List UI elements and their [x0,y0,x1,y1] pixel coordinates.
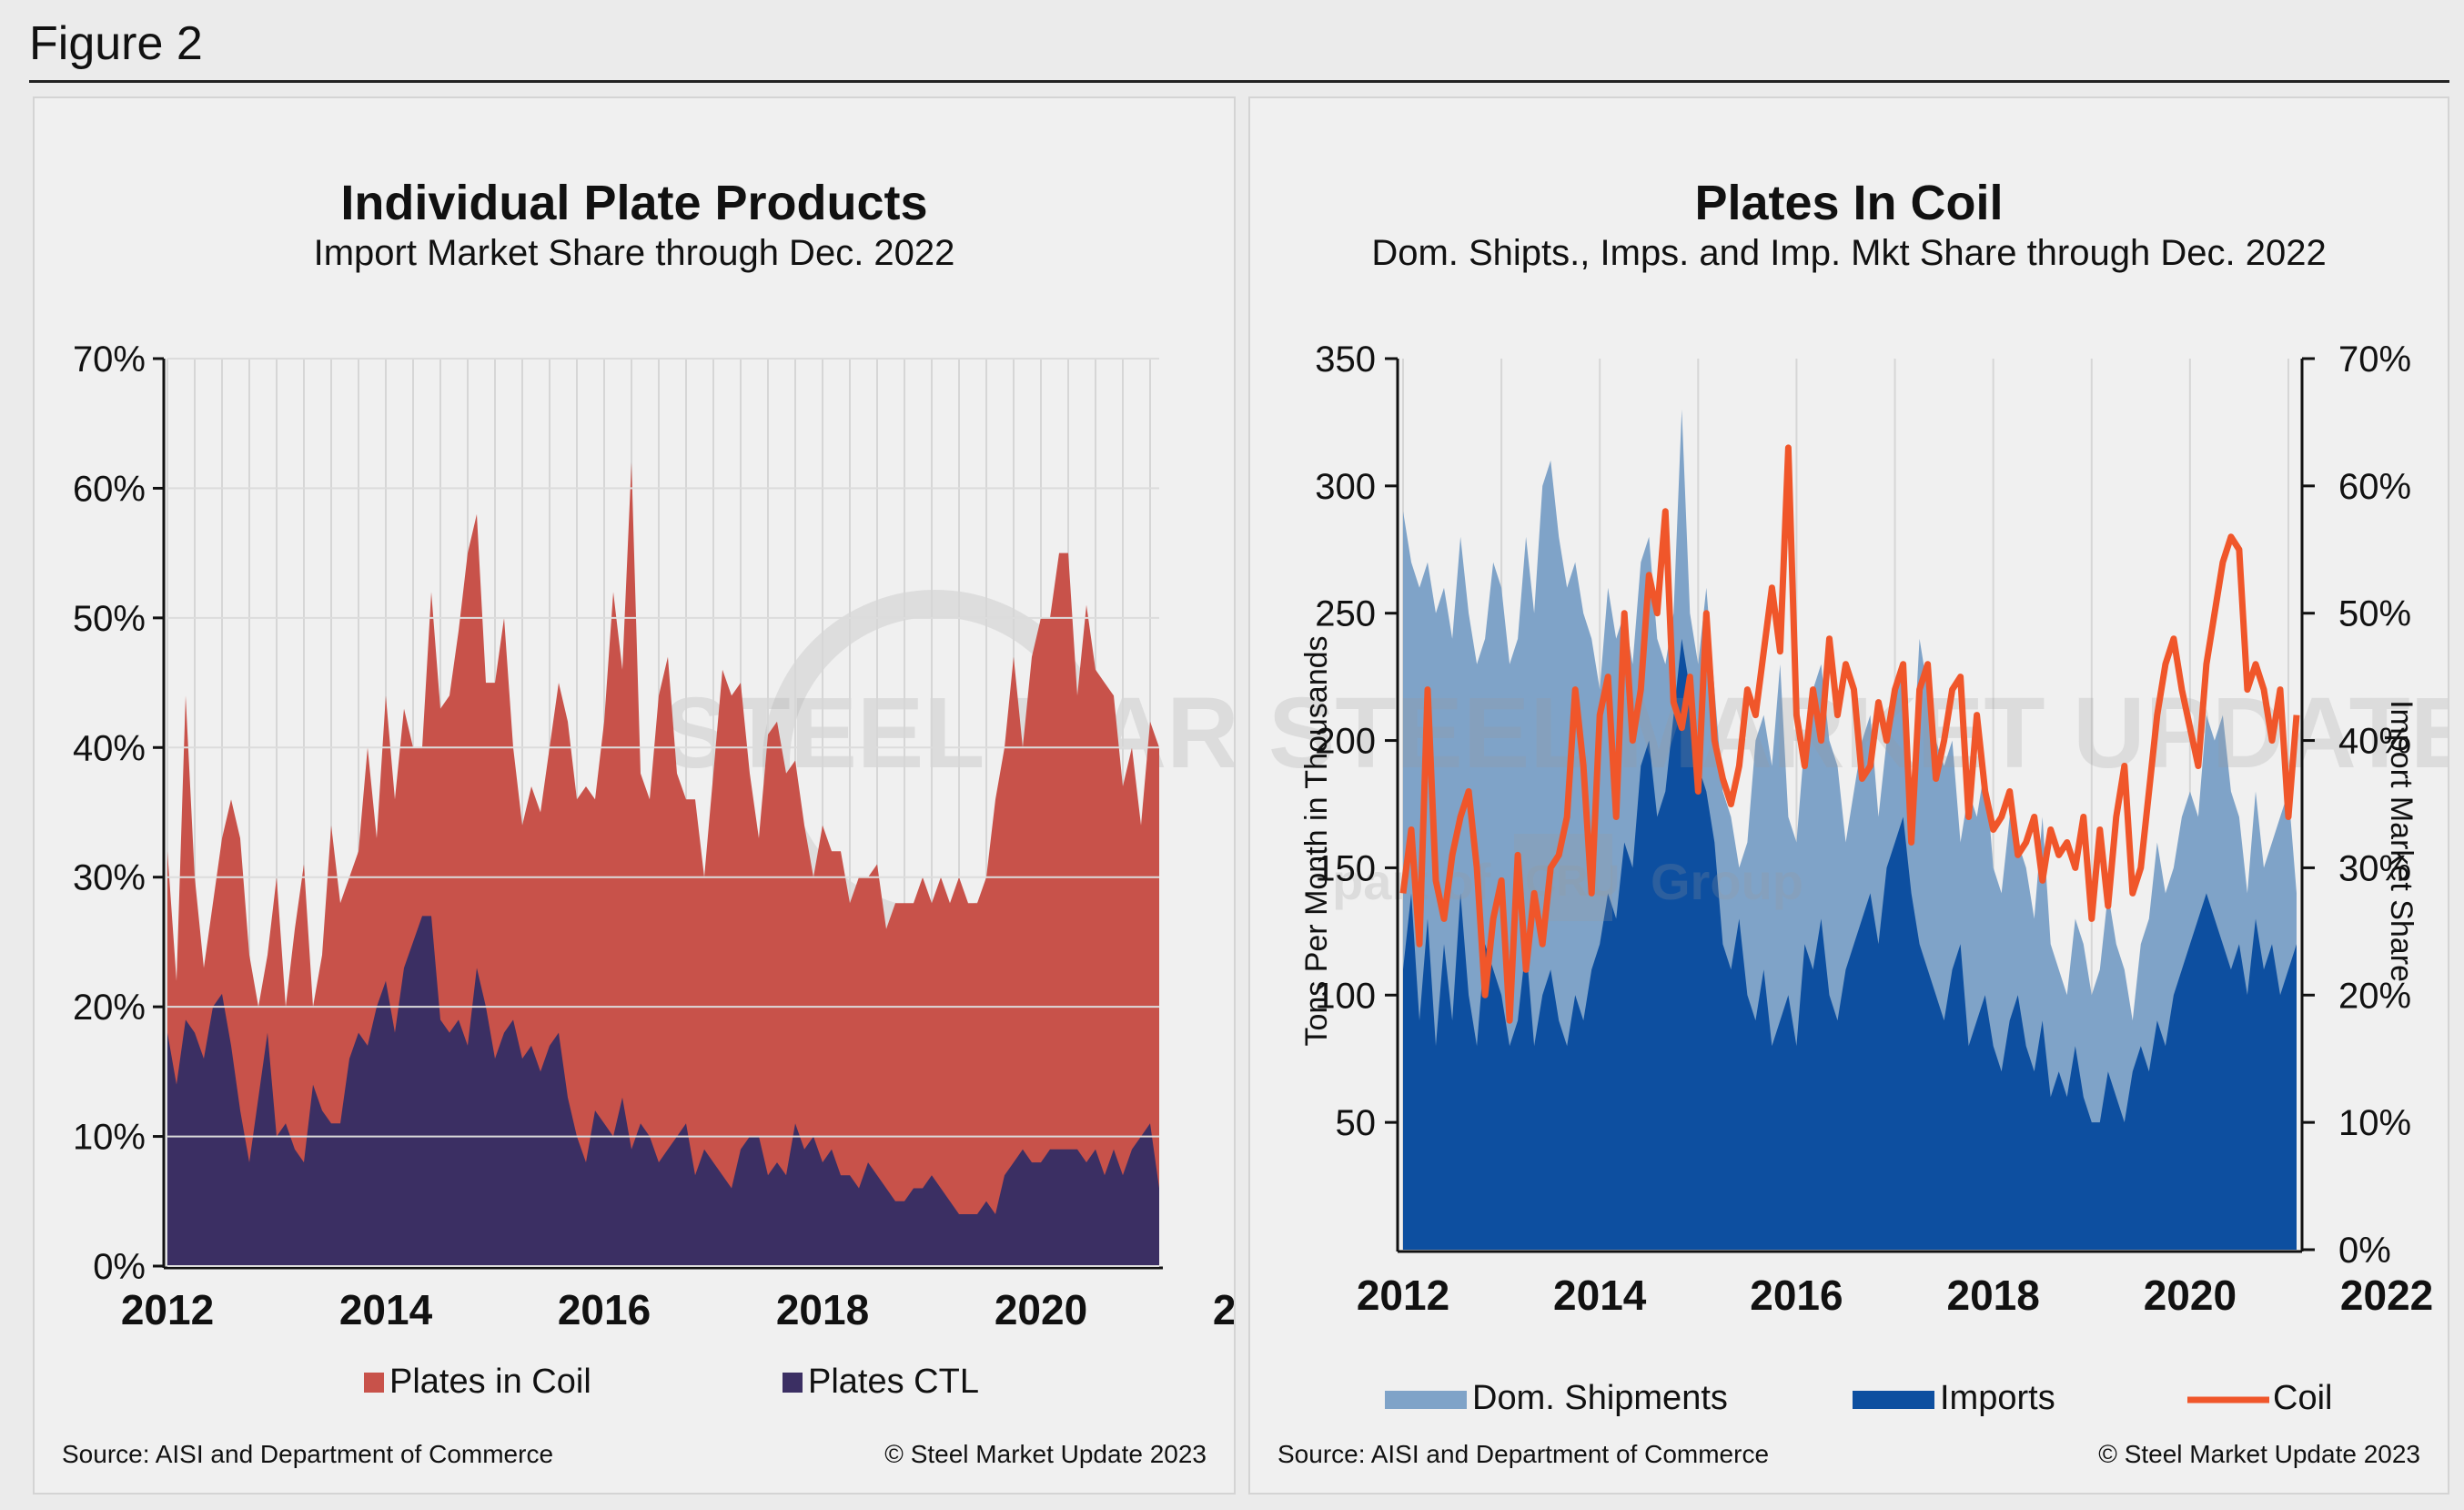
left-chart-panel: Individual Plate Products Import Market … [33,96,1236,1495]
y2-tick-label: 30% [2338,848,2411,888]
left-source-note: Source: AISI and Department of Commerce [62,1440,554,1468]
y-tick-label: 30% [73,858,146,898]
right-y-axis-label: Tons Per Month in Thousands [1299,635,1334,1046]
y2-tick-label: 10% [2338,1103,2411,1143]
watermark-group: Group [1651,853,1803,910]
y-tick-label: 350 [1315,339,1376,380]
legend-plates-in-coil: Plates in Coil [389,1363,591,1401]
figure-rule [29,80,2449,83]
legend-swatch-plates-ctl [783,1373,803,1393]
y-tick-label: 60% [73,469,146,509]
x-tick-label: 2012 [1357,1272,1449,1319]
x-tick-label: 2012 [121,1286,214,1333]
watermark-cru: CRU [1525,857,1620,906]
x-tick-label: 2014 [339,1286,433,1333]
x-tick-label: 2022 [2340,1272,2433,1319]
x-tick-label: 2018 [776,1286,869,1333]
y-tick-label: 10% [73,1118,146,1158]
right-y2-axis-label: Import Market Share [2384,700,2419,982]
left-chart-title: Individual Plate Products [340,176,928,230]
y-tick-label: 300 [1315,467,1376,507]
right-chart-panel: Plates In Coil Dom. Shipts., Imps. and I… [1248,96,2449,1495]
y-tick-label: 100 [1315,976,1376,1016]
legend-plates-ctl: Plates CTL [808,1363,979,1401]
y2-tick-label: 20% [2338,976,2411,1016]
y2-tick-label: 70% [2338,339,2411,380]
watermark-text: STEEL MARKET UPDATE [662,677,1234,789]
x-tick-label: 2014 [1553,1272,1647,1319]
y-tick-label: 40% [73,728,146,768]
left-chart-svg: STEEL MARKET UPDATE 0% 10% 20% 30% 40% 50% 60%… [73,339,1234,1401]
x-tick-label: 2016 [1750,1272,1843,1319]
x-tick-label: 2022 [1213,1286,1234,1333]
x-tick-label: 2020 [995,1286,1087,1333]
left-chart-subtitle: Import Market Share through Dec. 2022 [313,233,955,273]
y2-tick-label: 0% [2338,1231,2391,1271]
line-coil [1399,444,2300,1024]
y-tick-label: 50% [73,599,146,639]
right-copyright: © Steel Market Update 2023 [2098,1440,2420,1468]
figure-label: Figure 2 [29,17,203,70]
y-tick-label: 250 [1315,594,1376,634]
right-chart-svg: STEEL MARKET UPDATE part of CRU Group To… [1268,339,2448,1417]
legend-swatch-dom-shipments [1385,1391,1467,1409]
y2-tick-label: 40% [2338,722,2411,762]
y-tick-label: 50 [1336,1103,1377,1143]
legend-dom-shipments: Dom. Shipments [1472,1379,1728,1417]
right-source-note: Source: AISI and Department of Commerce [1277,1440,1770,1468]
y-tick-label: 150 [1315,848,1376,888]
x-tick-label: 2016 [558,1286,651,1333]
area-imports [1403,638,2297,1250]
legend-coil: Coil [2273,1379,2332,1417]
y-tick-label: 200 [1315,722,1376,762]
right-chart-subtitle: Dom. Shipts., Imps. and Imp. Mkt Share t… [1371,233,2327,273]
legend-swatch-imports [1853,1391,1934,1409]
x-tick-label: 2018 [1946,1272,2039,1319]
y-tick-label: 20% [73,988,146,1028]
left-copyright: © Steel Market Update 2023 [884,1440,1207,1468]
legend-swatch-plates-in-coil [364,1373,384,1393]
area-plates-ctl [167,916,1159,1266]
y2-tick-label: 50% [2338,594,2411,634]
y-tick-label: 70% [73,339,146,380]
y2-tick-label: 60% [2338,467,2411,507]
x-tick-label: 2020 [2144,1272,2237,1319]
right-chart-title: Plates In Coil [1694,176,2004,230]
legend-imports: Imports [1940,1379,2055,1417]
y-tick-label: 0% [93,1247,146,1287]
